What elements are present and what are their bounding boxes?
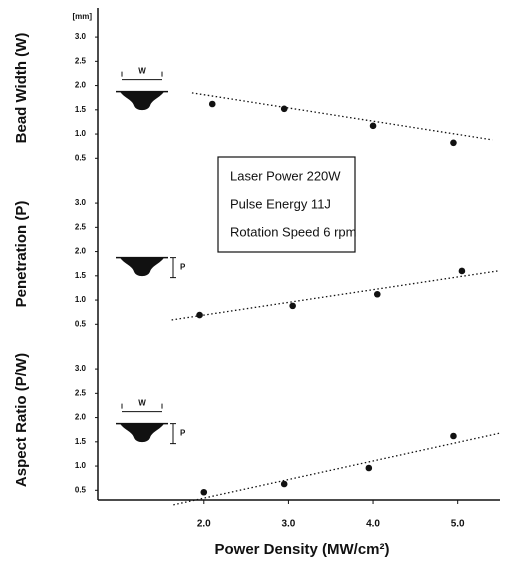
y-unit: [mm] (72, 12, 92, 21)
bead-icon (120, 91, 164, 111)
annotation: Rotation Speed 6 rpm (230, 224, 356, 239)
y-tick-label: 2.0 (75, 413, 87, 422)
bead-icon (120, 257, 164, 277)
y-tick-label: 3.0 (75, 364, 87, 373)
x-tick-label: 5.0 (451, 519, 465, 530)
y-tick-label: 2.0 (75, 81, 87, 90)
y-tick-label: 2.5 (75, 56, 87, 65)
icon-label: W (138, 67, 146, 76)
data-point (365, 464, 373, 472)
y-axis-label: Bead Width (W) (13, 33, 30, 144)
data-point (458, 267, 466, 275)
y-tick-label: 1.5 (75, 271, 87, 280)
y-tick-label: 1.0 (75, 461, 87, 470)
y-tick-label: 0.5 (75, 485, 87, 494)
data-point (196, 311, 203, 319)
data-point (450, 139, 457, 147)
x-tick-label: 3.0 (281, 519, 295, 530)
width-bracket (121, 403, 163, 413)
y-tick-label: 2.5 (75, 222, 87, 231)
data-point (289, 302, 296, 310)
x-tick-label: 4.0 (366, 519, 380, 530)
annotation: Pulse Energy 11J (230, 196, 331, 211)
data-point (280, 105, 288, 113)
y-tick-label: 2.0 (75, 247, 87, 256)
y-tick-label: 3.0 (75, 32, 87, 41)
data-point (450, 432, 457, 440)
trend-line (171, 270, 498, 321)
data-point (208, 100, 216, 108)
y-tick-label: 1.5 (75, 437, 87, 446)
trend-line (173, 432, 501, 506)
y-tick-label: 0.5 (75, 153, 87, 162)
depth-bracket (170, 423, 176, 445)
y-axis-label: Aspect Ratio (P/W) (13, 353, 30, 487)
bead-icon (120, 423, 164, 443)
depth-bracket (170, 257, 176, 279)
data-point (200, 488, 208, 496)
icon-label: P (180, 429, 186, 438)
width-bracket (121, 71, 163, 81)
y-tick-label: 1.5 (75, 105, 87, 114)
x-axis-label: Power Density (MW/cm²) (214, 541, 389, 558)
annotation: Laser Power 220W (230, 168, 341, 183)
y-tick-label: 0.5 (75, 319, 87, 328)
data-point (280, 480, 288, 488)
data-point (373, 290, 381, 298)
x-tick-label: 2.0 (197, 519, 211, 530)
trend-line (191, 92, 493, 141)
annotation-box (217, 156, 356, 253)
icon-label: W (138, 399, 146, 408)
y-tick-label: 3.0 (75, 198, 87, 207)
y-tick-label: 1.0 (75, 129, 87, 138)
y-tick-label: 2.5 (75, 388, 87, 397)
icon-label: P (180, 263, 186, 272)
y-axis-label: Penetration (P) (13, 201, 30, 308)
data-point (369, 122, 377, 130)
y-tick-label: 1.0 (75, 295, 87, 304)
